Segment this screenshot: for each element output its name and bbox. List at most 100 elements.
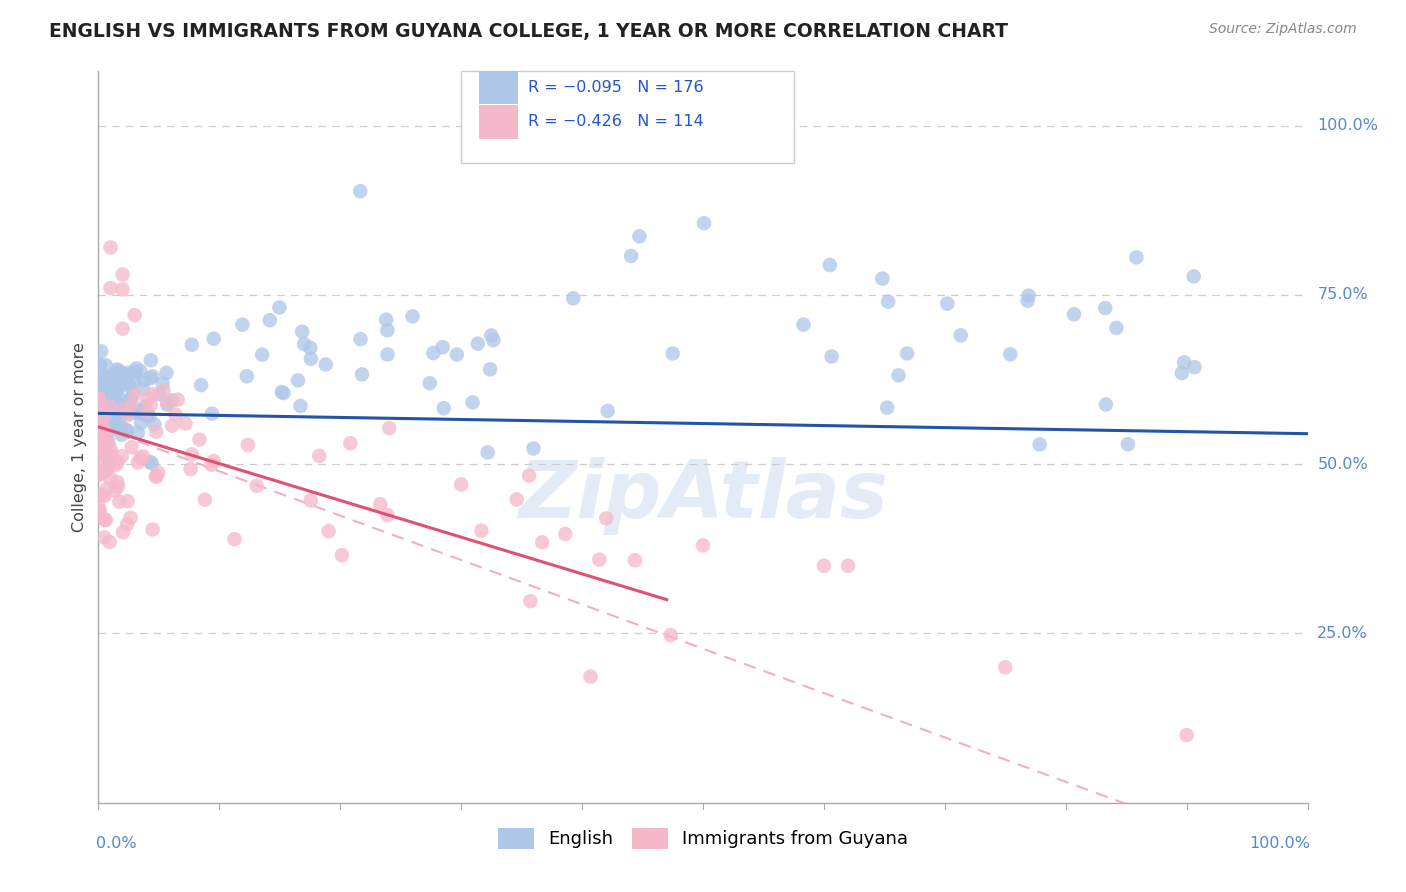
Point [118, 368, 141, 382]
Point [108, 411, 131, 425]
Point [100, 240, 122, 254]
Point [139, 455, 162, 469]
Point [111, 449, 134, 463]
Point [90, 432, 112, 446]
Point [482, 333, 505, 347]
Point [517, 468, 540, 483]
Point [107, 377, 129, 392]
Point [98, 471, 121, 485]
Point [136, 409, 159, 424]
Point [94, 392, 117, 406]
Point [125, 361, 148, 376]
Point [1171, 366, 1194, 380]
Point [202, 332, 225, 346]
Point [1063, 307, 1085, 321]
Point [124, 373, 146, 387]
Point [101, 378, 124, 392]
Point [1017, 293, 1039, 308]
Point [108, 398, 131, 412]
Point [97, 387, 120, 401]
Point [377, 347, 399, 361]
Text: 0.0%: 0.0% [96, 836, 136, 851]
Point [93, 530, 115, 544]
Point [121, 440, 143, 454]
Point [139, 371, 162, 385]
Point [111, 322, 134, 336]
Text: 25.0%: 25.0% [1317, 626, 1368, 641]
Point [432, 340, 454, 354]
Text: ENGLISH VS IMMIGRANTS FROM GUYANA COLLEGE, 1 YEAR OR MORE CORRELATION CHART: ENGLISH VS IMMIGRANTS FROM GUYANA COLLEG… [49, 22, 1008, 41]
Point [94, 513, 117, 527]
Point [96, 372, 118, 386]
Point [1095, 397, 1118, 411]
Point [949, 328, 972, 343]
Point [588, 552, 610, 566]
Point [554, 527, 576, 541]
Point [100, 397, 122, 411]
Point [201, 407, 224, 421]
Point [596, 404, 619, 418]
Point [467, 336, 489, 351]
Point [562, 291, 585, 305]
Point [89, 384, 111, 399]
Point [115, 423, 138, 437]
Point [156, 395, 179, 409]
Point [136, 391, 159, 405]
Point [470, 524, 492, 538]
Point [90, 488, 112, 502]
Point [224, 532, 246, 546]
Point [1105, 321, 1128, 335]
Point [89, 445, 111, 459]
Point [105, 395, 128, 409]
Point [87, 371, 110, 385]
Point [143, 417, 166, 432]
Point [110, 402, 132, 417]
Point [131, 405, 153, 419]
Point [94, 400, 117, 414]
Point [100, 397, 122, 411]
Point [89, 390, 111, 404]
Point [579, 669, 602, 683]
Point [273, 386, 295, 401]
Point [378, 421, 401, 435]
Point [107, 455, 129, 469]
Point [103, 376, 125, 391]
Point [142, 387, 165, 401]
Point [90, 344, 112, 359]
Point [152, 384, 174, 398]
Point [820, 350, 842, 364]
Point [330, 548, 353, 562]
Point [1028, 437, 1050, 451]
Point [202, 454, 225, 468]
Point [91, 377, 114, 392]
Point [156, 398, 179, 412]
Point [291, 325, 314, 339]
Point [97, 437, 120, 451]
Point [620, 249, 643, 263]
Point [446, 347, 468, 361]
Point [162, 393, 184, 408]
Point [1116, 437, 1139, 451]
Point [91, 421, 114, 435]
Text: ZipAtlas: ZipAtlas [517, 457, 889, 534]
Point [155, 366, 177, 380]
Y-axis label: College, 1 year or more: College, 1 year or more [72, 343, 87, 532]
Point [287, 373, 309, 387]
Point [139, 353, 162, 368]
Point [101, 386, 124, 401]
Point [661, 346, 683, 360]
Point [103, 409, 125, 423]
Point [936, 296, 959, 310]
Point [111, 525, 134, 540]
Text: 75.0%: 75.0% [1317, 287, 1368, 302]
Point [115, 423, 138, 437]
Point [91, 381, 114, 395]
Point [107, 479, 129, 493]
Point [1173, 355, 1195, 369]
Point [692, 538, 714, 552]
Point [101, 406, 124, 420]
Point [877, 294, 900, 309]
Point [1018, 288, 1040, 302]
Point [270, 385, 292, 400]
Point [422, 346, 444, 360]
